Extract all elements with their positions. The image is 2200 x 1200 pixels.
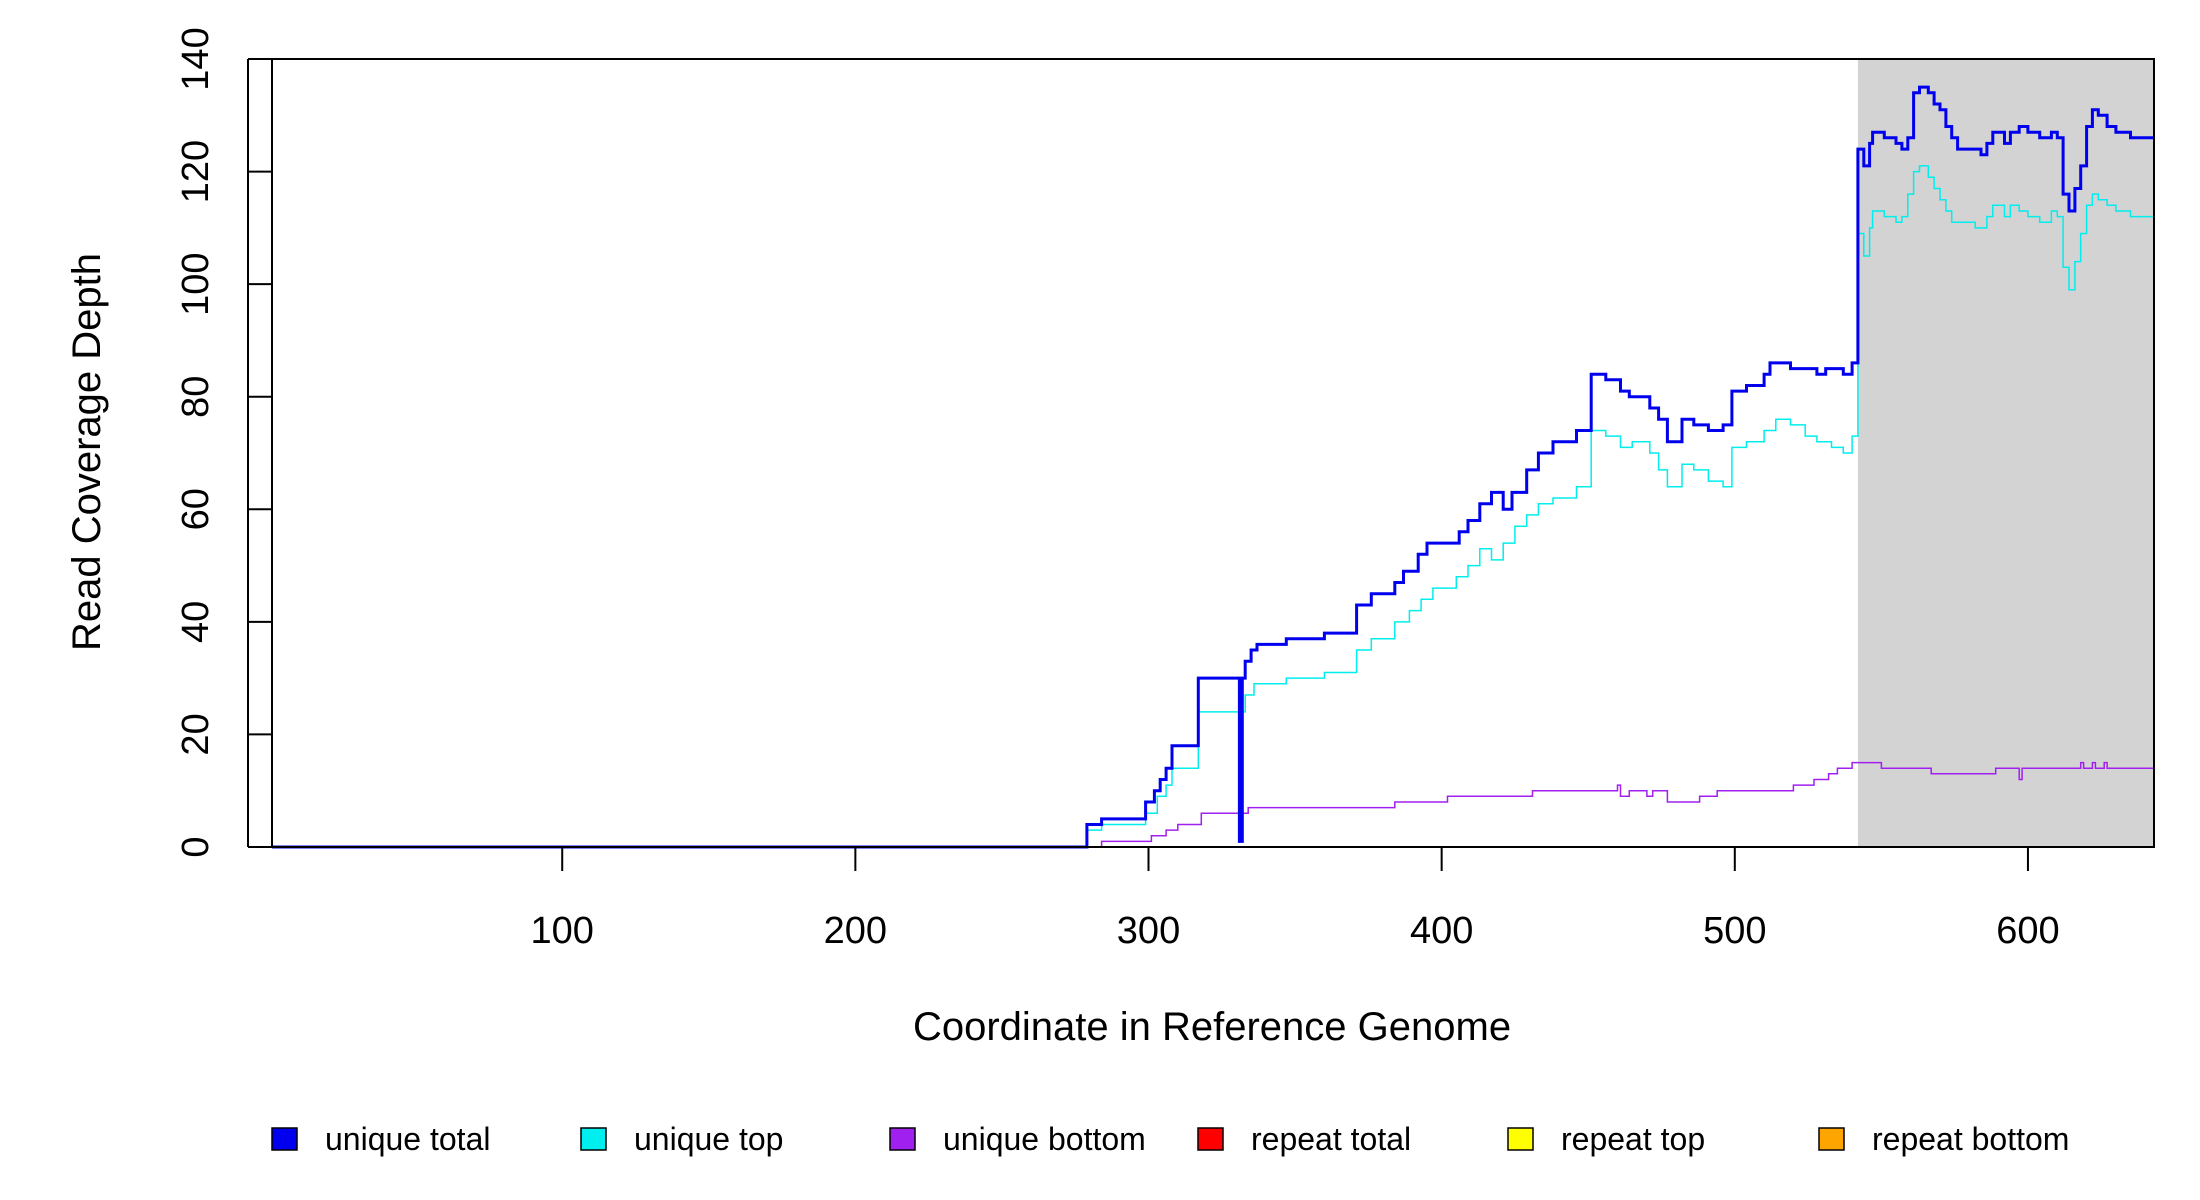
series-line-unique-top [272,165,2154,848]
legend-label: unique bottom [943,1121,1146,1157]
plot-background [1857,59,2154,847]
y-tick-label: 120 [175,140,217,203]
x-tick-label: 300 [1117,910,1180,952]
x-tick-label: 600 [1996,910,2059,952]
legend-swatch [1507,1127,1534,1151]
legend-label: repeat total [1251,1121,1411,1157]
legend-swatch [580,1127,607,1151]
legend-label: repeat top [1561,1121,1705,1157]
legend-swatch [1818,1127,1845,1151]
y-tick-label: 40 [175,601,217,643]
y-tick-label: 140 [175,27,217,90]
shaded-region [1857,59,2154,847]
axes: 0 20 40 60 80 100 120 140 100 200 300 400 500 600 [175,27,2155,952]
y-tick-label: 80 [175,376,217,418]
x-tick-label: 100 [531,910,594,952]
series-line-unique-total [272,85,2154,849]
legend-label: unique total [325,1121,490,1157]
y-tick-label: 0 [175,836,217,857]
y-axis-title: Read Coverage Depth [65,253,109,651]
x-tick-label: 500 [1703,910,1766,952]
x-tick-label: 200 [824,910,887,952]
x-tick-label: 400 [1410,910,1473,952]
y-tick-label: 100 [175,252,217,315]
legend-swatch [271,1127,298,1151]
legend-swatch [1197,1127,1224,1151]
legend-swatch [889,1127,916,1151]
y-tick-label: 60 [175,488,217,530]
x-axis-title: Coordinate in Reference Genome [913,1005,1511,1049]
legend-label: unique top [634,1121,783,1157]
legend: unique total unique top unique bottom repea… [271,1121,2069,1157]
legend-label: repeat bottom [1872,1121,2069,1157]
y-tick-label: 20 [175,713,217,755]
